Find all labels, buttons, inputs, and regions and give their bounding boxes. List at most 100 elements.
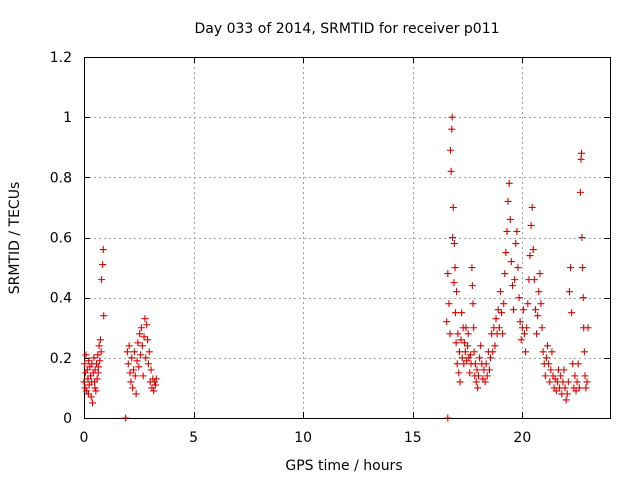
data-point bbox=[455, 348, 463, 356]
data-point bbox=[96, 357, 104, 365]
data-point bbox=[508, 282, 516, 290]
data-point bbox=[136, 330, 144, 338]
data-point bbox=[582, 384, 590, 392]
data-point bbox=[579, 294, 587, 302]
data-point bbox=[137, 351, 145, 359]
data-point bbox=[98, 276, 106, 284]
data-point bbox=[470, 324, 478, 332]
data-point bbox=[81, 360, 89, 368]
data-point bbox=[583, 378, 591, 386]
data-point bbox=[451, 309, 459, 317]
data-point bbox=[523, 324, 531, 332]
data-point bbox=[534, 312, 542, 320]
data-point bbox=[92, 387, 100, 395]
data-point bbox=[573, 378, 581, 386]
x-axis-label: GPS time / hours bbox=[285, 458, 402, 474]
data-point bbox=[140, 333, 148, 341]
data-point bbox=[131, 372, 139, 380]
data-point bbox=[130, 366, 138, 374]
data-point bbox=[151, 378, 159, 386]
data-point bbox=[84, 390, 92, 398]
data-point bbox=[135, 363, 143, 371]
data-point bbox=[581, 372, 589, 380]
data-point bbox=[134, 339, 142, 347]
x-tick-label: 10 bbox=[294, 430, 312, 446]
data-point bbox=[144, 336, 152, 344]
data-point bbox=[453, 288, 461, 296]
data-point bbox=[137, 324, 145, 332]
data-point bbox=[452, 339, 460, 347]
data-point bbox=[83, 387, 91, 395]
data-point bbox=[567, 264, 575, 272]
data-point bbox=[138, 342, 146, 350]
data-point bbox=[99, 261, 107, 269]
data-point bbox=[139, 372, 147, 380]
data-point bbox=[578, 234, 586, 241]
data-point bbox=[458, 354, 466, 362]
data-point bbox=[475, 372, 482, 380]
data-point bbox=[473, 366, 481, 374]
data-point bbox=[539, 348, 547, 356]
y-tick-label: 1.2 bbox=[50, 50, 72, 66]
data-point bbox=[577, 155, 585, 163]
data-point bbox=[516, 318, 524, 326]
data-point bbox=[502, 249, 510, 257]
data-point bbox=[100, 312, 108, 320]
data-point bbox=[457, 336, 465, 344]
data-point bbox=[515, 294, 523, 302]
data-point bbox=[477, 342, 485, 350]
data-point bbox=[557, 372, 565, 380]
data-point bbox=[124, 360, 132, 368]
data-point bbox=[456, 378, 464, 386]
data-point bbox=[491, 342, 499, 350]
data-point bbox=[563, 390, 571, 398]
data-point bbox=[500, 300, 508, 308]
data-point bbox=[91, 384, 99, 392]
data-point bbox=[94, 351, 102, 359]
data-point bbox=[471, 360, 479, 368]
data-point bbox=[144, 360, 152, 368]
data-point bbox=[123, 348, 131, 356]
data-point bbox=[541, 372, 549, 380]
data-point bbox=[512, 240, 520, 248]
data-point bbox=[461, 348, 469, 356]
data-point bbox=[548, 348, 556, 356]
data-point bbox=[489, 348, 497, 356]
data-point bbox=[443, 318, 451, 326]
y-axis-label: SRMTID / TECUs bbox=[7, 182, 23, 295]
data-point bbox=[133, 357, 141, 365]
data-point bbox=[125, 342, 133, 350]
data-point bbox=[96, 336, 104, 344]
data-point bbox=[565, 288, 573, 296]
data-point bbox=[498, 309, 506, 317]
data-point bbox=[462, 324, 470, 332]
data-point bbox=[524, 300, 532, 308]
data-point bbox=[578, 149, 586, 157]
data-point bbox=[503, 227, 511, 235]
data-point bbox=[470, 348, 478, 356]
data-point bbox=[128, 354, 136, 362]
data-point bbox=[468, 282, 476, 290]
data-point bbox=[129, 384, 137, 392]
data-point bbox=[150, 387, 158, 395]
data-point bbox=[572, 387, 580, 395]
data-point bbox=[451, 264, 459, 272]
data-point bbox=[580, 348, 588, 356]
data-point bbox=[151, 381, 159, 389]
data-point bbox=[487, 354, 495, 362]
data-point bbox=[465, 354, 473, 362]
data-point bbox=[99, 246, 107, 254]
data-point bbox=[527, 221, 535, 229]
data-point bbox=[449, 234, 457, 241]
data-point bbox=[450, 279, 458, 287]
data-point bbox=[506, 215, 514, 223]
data-point bbox=[536, 270, 544, 278]
data-point bbox=[82, 351, 90, 359]
grid bbox=[84, 57, 610, 418]
data-point bbox=[522, 348, 530, 356]
data-point bbox=[464, 342, 472, 350]
data-point bbox=[531, 306, 539, 314]
data-point bbox=[460, 339, 468, 347]
data-point bbox=[483, 372, 491, 380]
